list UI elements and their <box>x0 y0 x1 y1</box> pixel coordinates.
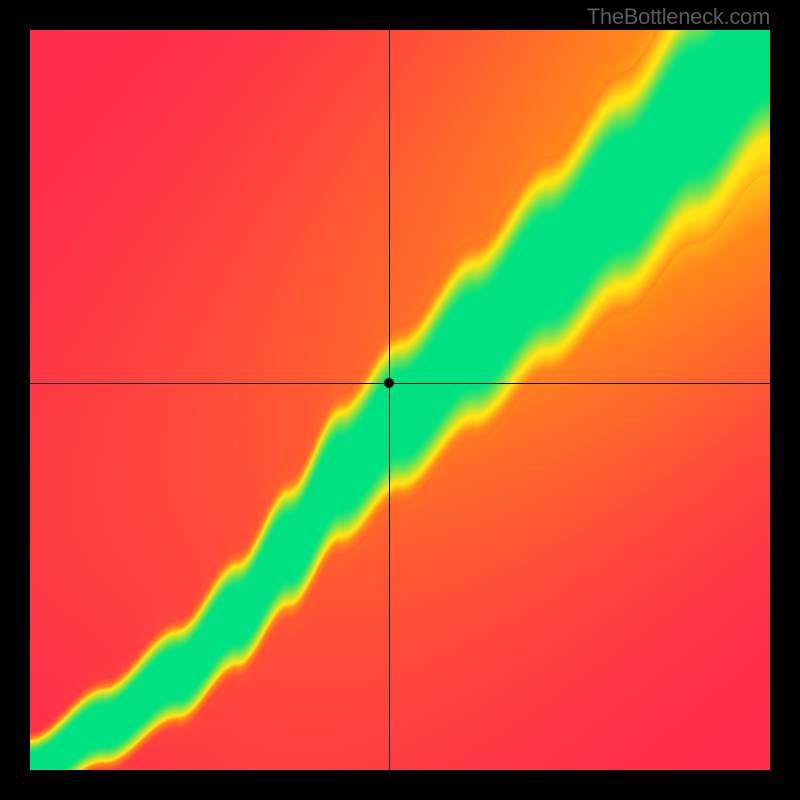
chart-container: TheBottleneck.com <box>0 0 800 800</box>
heatmap-canvas <box>30 30 770 770</box>
plot-area <box>30 30 770 770</box>
watermark-text: TheBottleneck.com <box>587 4 770 30</box>
marker-dot <box>384 378 394 388</box>
crosshair-horizontal <box>30 383 770 384</box>
crosshair-vertical <box>389 30 390 770</box>
